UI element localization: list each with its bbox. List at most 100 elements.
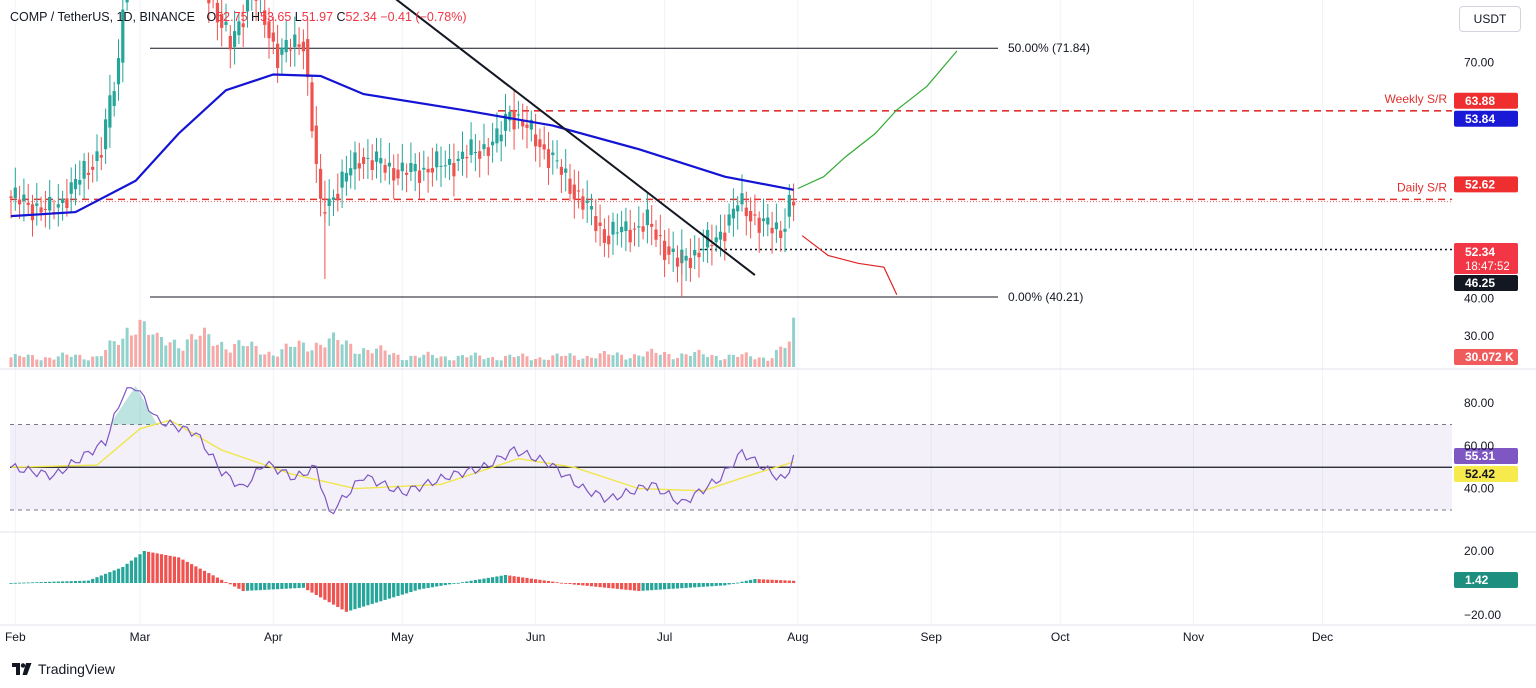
- candle-body: [452, 162, 456, 177]
- candle-body: [753, 214, 757, 216]
- macd-histogram-bar: [35, 582, 39, 583]
- candle-body: [340, 171, 344, 188]
- candle-body: [787, 194, 791, 217]
- candle-body: [314, 125, 318, 164]
- macd-histogram-bar: [245, 583, 250, 591]
- macd-histogram-bar: [280, 583, 284, 589]
- volume-bar: [551, 355, 555, 367]
- volume-bar: [91, 356, 95, 367]
- candle-body: [628, 229, 632, 243]
- macd-histogram-bar: [499, 575, 503, 583]
- volume-bar: [379, 345, 383, 367]
- candle-body: [529, 119, 533, 130]
- volume-bar: [314, 342, 318, 367]
- symbol-title[interactable]: COMP / TetherUS, 1D, BINANCE: [10, 10, 196, 24]
- volume-bar: [508, 354, 512, 367]
- macd-histogram-bar: [366, 583, 370, 606]
- macd-histogram-bar: [602, 583, 606, 588]
- macd-histogram-bar: [650, 583, 654, 591]
- macd-histogram-bar: [78, 580, 82, 583]
- candle-body: [594, 216, 598, 232]
- candle-body: [86, 172, 90, 175]
- volume-bar: [117, 345, 120, 367]
- macd-histogram-bar: [387, 583, 391, 599]
- macd-histogram-bar: [228, 583, 232, 585]
- candle-body: [650, 223, 654, 227]
- time-axis-label: Feb: [5, 630, 26, 644]
- macd-histogram-bar: [164, 555, 168, 583]
- macd-histogram-bar: [663, 583, 667, 590]
- volume-bar: [129, 335, 133, 367]
- macd-histogram-bar: [220, 579, 224, 583]
- rsi-line: [10, 387, 795, 515]
- macd-histogram-bar: [314, 583, 318, 595]
- tradingview-logo[interactable]: TradingView: [12, 661, 115, 677]
- macd-histogram-bar: [525, 578, 529, 583]
- volume-bar: [370, 353, 374, 367]
- macd-histogram-bar: [744, 580, 748, 583]
- volume-bar: [736, 356, 740, 367]
- candle-body: [69, 182, 73, 194]
- macd-histogram-bar: [56, 581, 60, 583]
- volume-bar: [147, 334, 151, 367]
- volume-bar: [164, 345, 168, 367]
- macd-histogram-bar: [667, 583, 671, 590]
- macd-histogram-bar: [572, 583, 576, 585]
- volume-bar: [9, 357, 13, 367]
- volume-bar: [611, 355, 615, 367]
- volume-bar: [267, 351, 271, 367]
- macd-histogram-bar: [624, 583, 628, 590]
- volume-bar: [190, 334, 194, 367]
- macd-histogram-bar: [319, 583, 323, 598]
- time-axis-label: Oct: [1051, 630, 1070, 644]
- candle-body: [284, 39, 288, 53]
- volume-bar: [443, 356, 447, 367]
- macd-histogram-bar: [108, 572, 112, 583]
- macd-histogram-bar: [671, 583, 675, 589]
- volume-bar: [482, 359, 486, 367]
- candle-body: [693, 249, 697, 256]
- candle-body: [26, 202, 30, 205]
- volume-bar: [590, 357, 593, 367]
- time-axis-label: Aug: [787, 630, 808, 644]
- macd-histogram-bar: [13, 582, 17, 584]
- volume-bar: [547, 359, 550, 367]
- macd-histogram-bar: [534, 579, 538, 583]
- time-axis-label: May: [391, 630, 414, 644]
- macd-badge: 1.42: [1465, 573, 1489, 587]
- macd-histogram-bar: [116, 568, 121, 583]
- volume-bar: [439, 356, 443, 367]
- candle-body: [632, 228, 637, 230]
- candle-body: [607, 235, 611, 245]
- volume-bar: [297, 340, 301, 367]
- currency-button[interactable]: USDT: [1459, 6, 1521, 32]
- macd-histogram-bar: [615, 583, 619, 589]
- volume-bar: [676, 357, 679, 367]
- candle-body: [220, 13, 224, 28]
- price-axis-label: 60.00: [1464, 439, 1494, 453]
- daily-sr-badge: 52.62: [1465, 177, 1495, 191]
- volume-bar: [624, 359, 628, 367]
- macd-histogram-bar: [727, 583, 731, 585]
- candle-body: [766, 217, 770, 225]
- macd-badge-bg: [1454, 572, 1518, 588]
- price-axis-label: 40.00: [1464, 292, 1494, 306]
- macd-histogram-bar: [211, 575, 215, 583]
- volume-bar: [383, 350, 387, 367]
- sr-level-label: Daily S/R: [1397, 180, 1447, 194]
- time-axis: Feb Mar Apr May Jun Jul Aug Sep Oct Nov Dec: [5, 630, 1333, 644]
- weekly-sr-badge: 63.88: [1465, 94, 1495, 108]
- volume-bar: [13, 354, 17, 367]
- volume-bar: [658, 354, 662, 367]
- candle-body: [611, 221, 615, 235]
- volume-bar: [121, 338, 125, 367]
- moving-average-line: [10, 73, 794, 218]
- macd-histogram-bar: [426, 583, 430, 588]
- macd-histogram-bar: [194, 566, 198, 583]
- high-label: H: [251, 10, 261, 24]
- volume-bar: [99, 356, 103, 367]
- volume-bar: [172, 339, 176, 367]
- candle-body: [353, 152, 357, 170]
- candle-body: [538, 139, 542, 148]
